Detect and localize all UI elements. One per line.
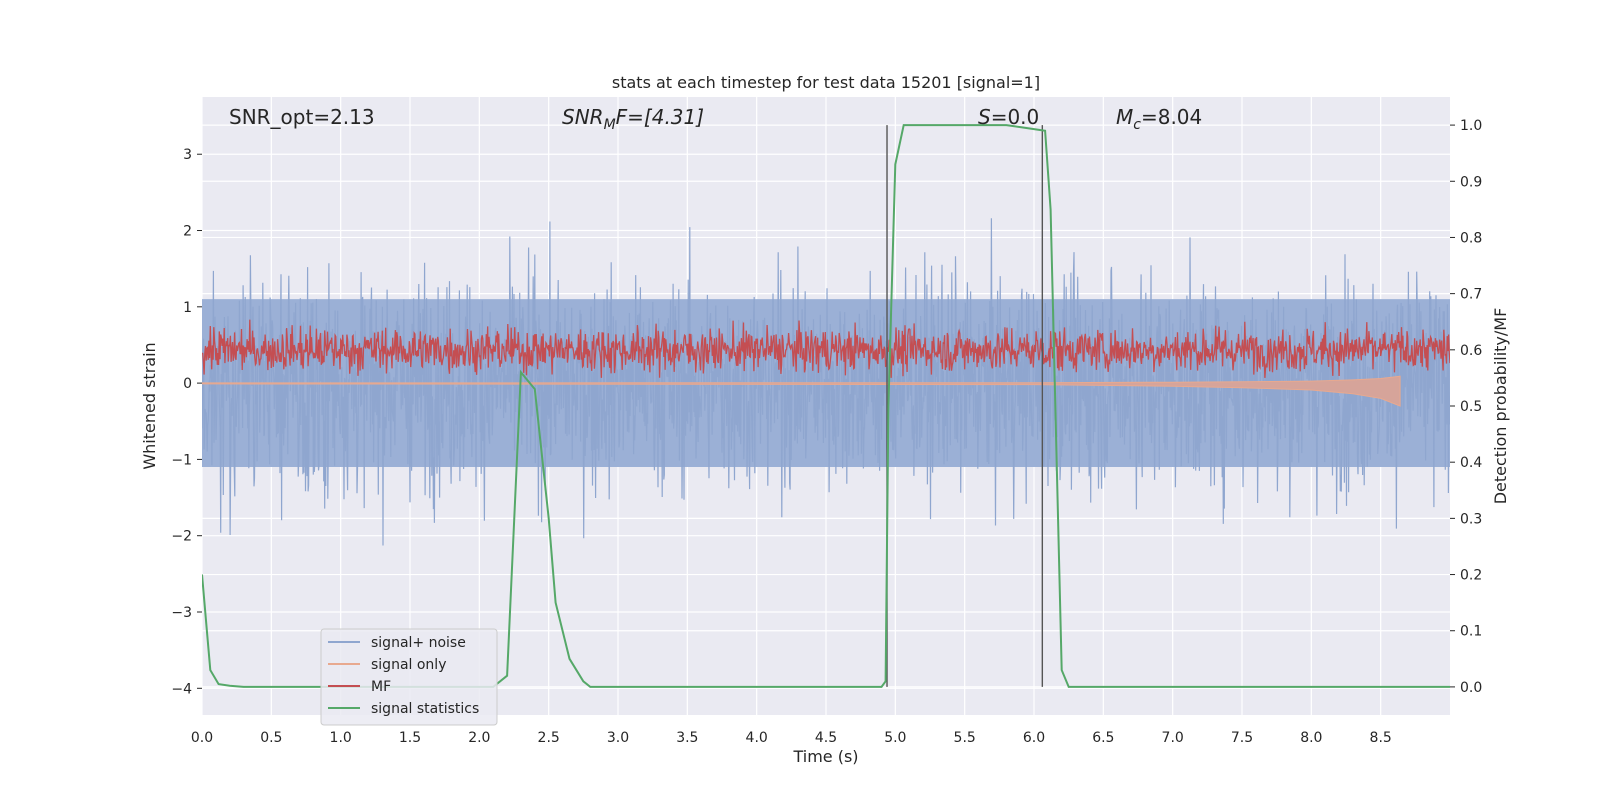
y-right-tick-label: 0.0 [1460,680,1482,696]
y-axis-right: 0.0 0.1 0.2 0.3 0.4 0.5 0.6 0.7 0.8 0.9 1.0 [1450,118,1482,696]
y-left-tick-label: −2 [171,529,192,545]
y-right-tick-label: 0.2 [1460,568,1482,584]
x-tick-label: 1.0 [330,730,352,746]
x-tick-label: 4.0 [746,730,768,746]
y-right-tick-label: 1.0 [1460,118,1482,134]
legend-label-signal-noise: signal+ noise [371,635,466,651]
legend-label-mf: MF [371,679,391,695]
y-right-tick-label: 0.7 [1460,287,1482,303]
x-tick-label: 6.0 [1023,730,1045,746]
x-axis-label: Time (s) [792,747,858,766]
legend: signal+ noise signal only MF signal stat… [320,628,498,726]
chart-title: stats at each timestep for test data 152… [612,73,1040,92]
y-right-tick-label: 0.3 [1460,511,1482,527]
x-tick-label: 2.5 [538,730,560,746]
y-left-tick-label: −4 [171,681,192,697]
annotation-mc-main: M [1116,105,1133,129]
y-right-tick-label: 0.5 [1460,399,1482,415]
y-right-tick-label: 0.1 [1460,624,1482,640]
annotation-mc-rest: =8.04 [1141,105,1202,129]
x-axis: 0.0 0.5 1.0 1.5 2.0 2.5 3.0 3.5 4.0 4.5 5.0 5.5 6.0 6… [191,730,1392,746]
y-left-tick-label: −3 [171,605,192,621]
x-tick-label: 3.0 [607,730,629,746]
y-left-tick-label: 2 [183,224,192,240]
annotation-snr-mf-rest: F=[4.31] [616,105,704,129]
y-left-tick-label: 1 [183,300,192,316]
y-axis-right-label: Detection probability/MF [1491,308,1510,505]
annotation-s-rest: =0.0 [991,105,1040,129]
legend-label-signal-statistics: signal statistics [371,701,479,717]
y-axis-left-label: Whitened strain [140,342,159,469]
y-right-tick-label: 0.6 [1460,343,1482,359]
y-right-tick-label: 0.8 [1460,230,1482,246]
series-signal-statistics [202,124,1450,688]
x-tick-label: 3.5 [676,730,698,746]
x-tick-label: 7.5 [1231,730,1253,746]
x-tick-label: 4.5 [815,730,837,746]
plot-area [202,124,1450,688]
series-mf [202,319,1450,378]
annotation-snr-mf-main: SNR [562,105,604,129]
y-right-tick-label: 0.4 [1460,455,1482,471]
x-tick-label: 0.0 [191,730,213,746]
annotation-snr-mf: SNRMF=[4.31] [562,105,704,133]
annotation-mc: Mc=8.04 [1116,105,1202,133]
annotation-s-main: S [978,105,991,129]
y-left-tick-label: −1 [171,452,192,468]
annotation-mc-sub: c [1133,117,1141,133]
annotation-snr-mf-sub: M [604,117,616,133]
x-tick-label: 5.0 [884,730,906,746]
x-tick-label: 8.0 [1300,730,1322,746]
x-tick-label: 6.5 [1092,730,1114,746]
x-tick-label: 0.5 [260,730,282,746]
legend-label-signal-only: signal only [371,657,446,673]
y-left-tick-label: 0 [183,376,192,392]
series-signal-only [202,375,1401,407]
x-tick-label: 8.5 [1370,730,1392,746]
annotation-s: S=0.0 [978,105,1039,129]
legend-box [320,628,498,726]
annotation-snr-opt: SNR_opt=2.13 [229,105,375,129]
x-tick-label: 5.5 [954,730,976,746]
x-tick-label: 2.0 [468,730,490,746]
x-tick-label: 1.5 [399,730,421,746]
x-tick-label: 7.0 [1162,730,1184,746]
y-axis-left: −4 −3 −2 −1 0 1 2 3 [171,147,202,697]
y-right-tick-label: 0.9 [1460,174,1482,190]
y-left-tick-label: 3 [183,147,192,163]
